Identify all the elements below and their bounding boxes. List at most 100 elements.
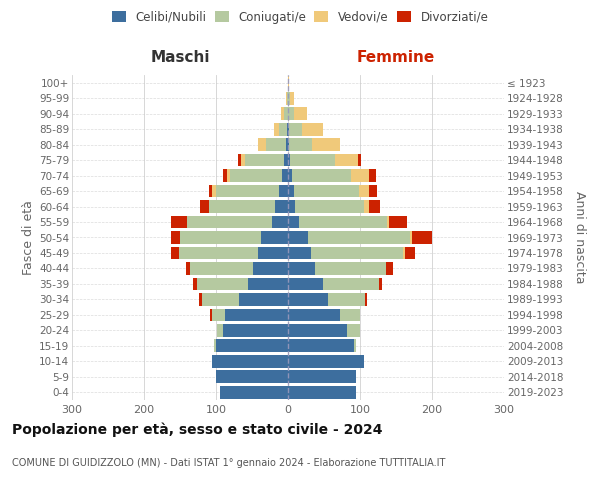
Bar [272, 216, 288, 228]
Bar [288, 138, 289, 151]
Bar [193, 278, 197, 290]
Bar [328, 293, 365, 306]
Bar [224, 308, 288, 321]
Bar [311, 246, 403, 260]
Bar [290, 92, 294, 104]
Bar [179, 246, 258, 260]
Bar [313, 138, 340, 151]
Bar [287, 123, 288, 136]
Bar [239, 293, 288, 306]
Bar [354, 340, 356, 352]
Bar [379, 278, 382, 290]
Bar [288, 278, 323, 290]
Bar [302, 123, 323, 136]
Bar [284, 154, 288, 166]
Bar [286, 138, 288, 151]
Bar [323, 278, 379, 290]
Bar [350, 169, 368, 182]
Bar [212, 184, 216, 198]
Text: Femmine: Femmine [357, 50, 435, 65]
Bar [288, 108, 294, 120]
Bar [282, 169, 288, 182]
Bar [260, 231, 288, 244]
Bar [245, 154, 284, 166]
Bar [241, 154, 245, 166]
Bar [286, 92, 287, 104]
Bar [280, 123, 287, 136]
Bar [404, 246, 415, 260]
Bar [288, 216, 299, 228]
Bar [288, 370, 356, 383]
Bar [288, 355, 364, 368]
Bar [288, 169, 292, 182]
Bar [190, 262, 253, 275]
Bar [289, 138, 313, 151]
Bar [370, 184, 377, 198]
Bar [209, 308, 212, 321]
Bar [200, 200, 209, 213]
Bar [216, 184, 280, 198]
Bar [216, 370, 288, 383]
Bar [172, 216, 187, 228]
Bar [230, 169, 282, 182]
Bar [288, 324, 347, 336]
Bar [412, 231, 432, 244]
Bar [288, 308, 340, 321]
Bar [248, 278, 288, 290]
Bar [359, 184, 370, 198]
Bar [288, 76, 289, 89]
Bar [209, 184, 212, 198]
Bar [216, 340, 288, 352]
Bar [220, 386, 288, 398]
Bar [288, 92, 290, 104]
Text: Popolazione per età, sesso e stato civile - 2024: Popolazione per età, sesso e stato civil… [12, 422, 383, 437]
Bar [259, 138, 266, 151]
Bar [197, 278, 248, 290]
Bar [187, 216, 272, 228]
Bar [368, 169, 376, 182]
Legend: Celibi/Nubili, Coniugati/e, Vedovi/e, Divorziati/e: Celibi/Nubili, Coniugati/e, Vedovi/e, Di… [107, 6, 493, 28]
Bar [172, 246, 179, 260]
Bar [280, 184, 288, 198]
Bar [288, 293, 328, 306]
Bar [274, 123, 280, 136]
Bar [386, 216, 389, 228]
Bar [288, 123, 289, 136]
Bar [294, 108, 307, 120]
Bar [266, 138, 286, 151]
Y-axis label: Fasce di età: Fasce di età [22, 200, 35, 275]
Bar [389, 216, 407, 228]
Bar [288, 262, 316, 275]
Bar [258, 246, 288, 260]
Bar [217, 324, 223, 336]
Bar [253, 262, 288, 275]
Bar [365, 293, 367, 306]
Bar [284, 108, 288, 120]
Bar [292, 169, 350, 182]
Bar [308, 231, 410, 244]
Bar [202, 293, 239, 306]
Bar [223, 169, 227, 182]
Bar [238, 154, 241, 166]
Bar [288, 386, 356, 398]
Bar [199, 293, 202, 306]
Bar [316, 262, 386, 275]
Bar [287, 92, 288, 104]
Bar [403, 246, 404, 260]
Bar [187, 262, 190, 275]
Bar [347, 324, 360, 336]
Bar [299, 216, 386, 228]
Bar [410, 231, 412, 244]
Bar [212, 308, 224, 321]
Bar [386, 262, 393, 275]
Bar [212, 355, 288, 368]
Bar [172, 231, 180, 244]
Bar [209, 200, 275, 213]
Bar [295, 200, 364, 213]
Bar [370, 200, 380, 213]
Bar [180, 231, 260, 244]
Bar [358, 154, 361, 166]
Bar [335, 154, 358, 166]
Text: COMUNE DI GUIDIZZOLO (MN) - Dati ISTAT 1° gennaio 2024 - Elaborazione TUTTITALIA: COMUNE DI GUIDIZZOLO (MN) - Dati ISTAT 1… [12, 458, 445, 468]
Y-axis label: Anni di nascita: Anni di nascita [573, 191, 586, 284]
